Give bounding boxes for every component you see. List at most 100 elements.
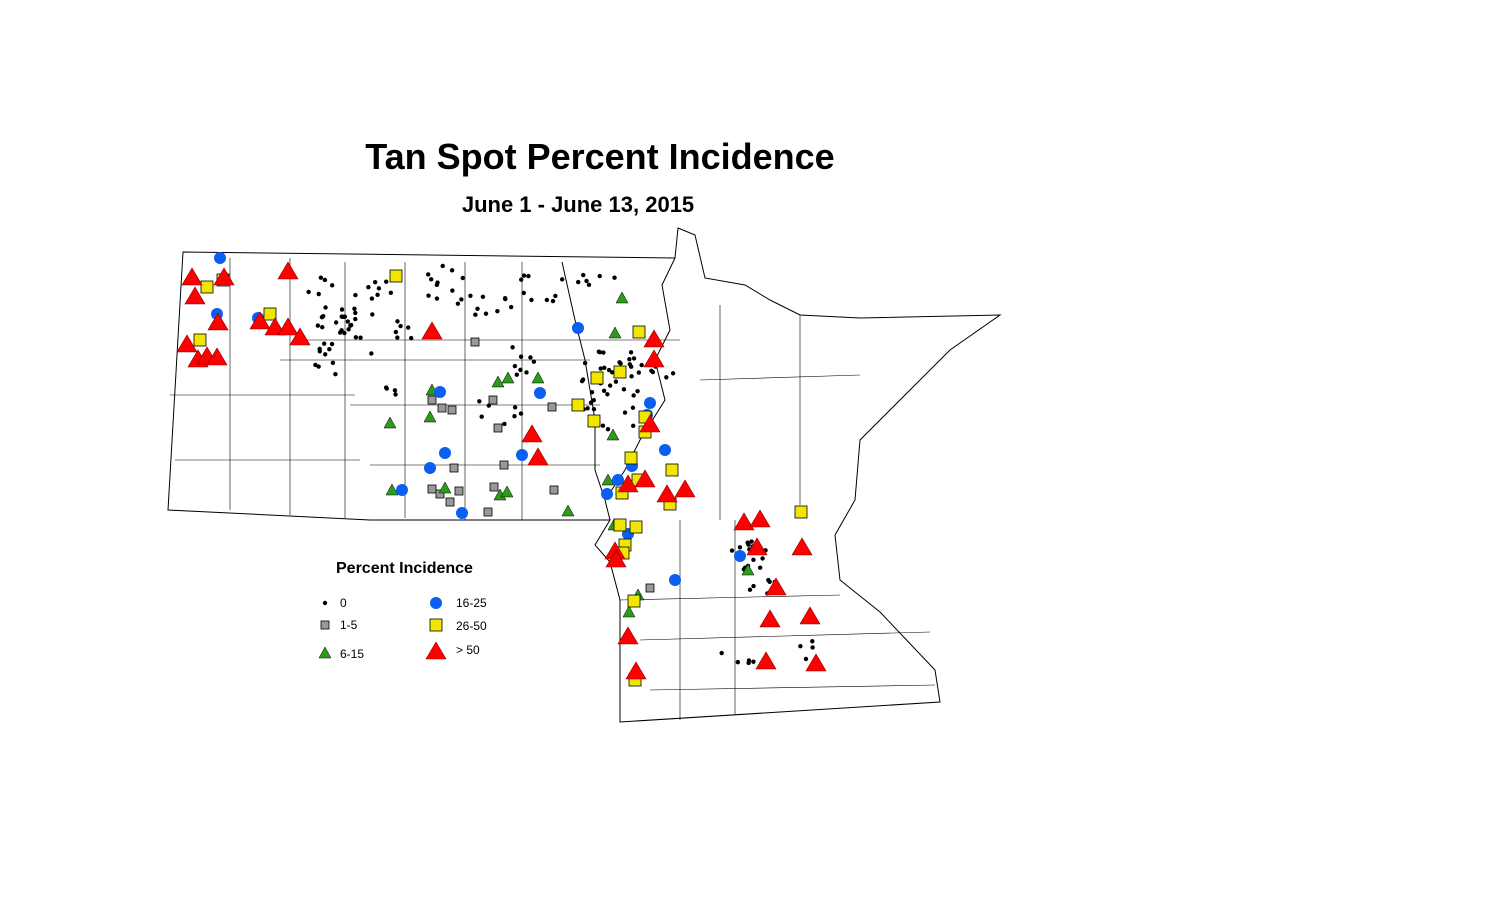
site-zero-marker [586, 282, 592, 287]
site-zero-marker [670, 371, 676, 376]
site-zero-marker [628, 350, 634, 355]
site-zero-marker [510, 345, 515, 350]
site-zero-marker [582, 360, 588, 366]
site-1-5-marker [499, 460, 509, 470]
site-gt50-marker [277, 261, 299, 280]
site-26-50-marker [794, 505, 808, 519]
site-zero-marker [597, 350, 603, 355]
site-zero-marker [627, 357, 632, 362]
site-gt50-marker [617, 474, 639, 493]
site-gt50-marker [181, 267, 203, 286]
site-zero-marker [524, 370, 529, 375]
site-zero-marker [449, 268, 455, 273]
site-zero-marker [346, 327, 351, 332]
site-zero-marker [375, 292, 380, 297]
site-1-5-marker [488, 395, 498, 405]
legend-label-gt50: > 50 [456, 643, 480, 657]
site-zero-marker [479, 414, 484, 419]
site-zero-marker [512, 414, 517, 419]
legend-label-0: 0 [340, 596, 347, 610]
legend-green-triangle-icon [318, 646, 332, 659]
site-16-25-marker [659, 444, 671, 456]
site-zero-marker [495, 308, 500, 314]
site-6-15-marker [383, 416, 397, 429]
state-border [604, 257, 676, 521]
site-zero-marker [518, 367, 523, 373]
site-zero-marker [803, 656, 809, 662]
site-zero-marker [630, 405, 636, 410]
site-zero-marker [353, 292, 358, 298]
site-zero-marker [518, 411, 524, 416]
site-26-50-marker [587, 414, 601, 428]
site-gt50-marker [643, 329, 665, 348]
site-gt50-marker [625, 661, 647, 680]
state-outline [167, 227, 1002, 723]
site-zero-marker [581, 272, 586, 278]
site-zero-marker [598, 366, 603, 371]
site-zero-marker [306, 289, 311, 295]
site-zero-marker [664, 375, 669, 380]
site-6-15-marker [606, 428, 620, 441]
site-gt50-marker [643, 349, 665, 368]
site-gt50-marker [207, 312, 229, 331]
site-1-5-marker [549, 485, 559, 495]
site-26-50-marker [629, 520, 643, 534]
site-16-25-marker [396, 484, 408, 496]
site-gt50-marker [656, 484, 678, 503]
site-zero-marker [329, 283, 335, 288]
site-gt50-marker [805, 653, 827, 672]
site-26-50-marker [632, 325, 646, 339]
site-gt50-marker [733, 512, 755, 531]
site-zero-marker [483, 311, 489, 316]
site-1-5-marker [447, 405, 457, 415]
site-zero-marker [316, 364, 321, 369]
site-gt50-marker [765, 577, 787, 596]
site-zero-marker [426, 293, 431, 298]
site-gt50-marker [634, 469, 656, 488]
legend-red-triangle-icon [425, 641, 447, 660]
site-16-25-marker [439, 447, 451, 459]
site-gt50-marker [527, 447, 549, 466]
site-zero-marker [352, 306, 357, 312]
site-zero-marker [428, 277, 434, 282]
site-gt50-marker [746, 537, 768, 556]
site-26-50-marker [571, 398, 585, 412]
site-zero-marker [559, 277, 565, 282]
site-zero-marker [369, 296, 375, 301]
site-gt50-marker [521, 424, 543, 443]
site-zero-marker [618, 361, 623, 366]
site-zero-marker [512, 405, 518, 410]
site-zero-marker [605, 427, 611, 432]
site-zero-marker [320, 325, 325, 330]
site-16-25-marker [424, 462, 436, 474]
site-zero-marker [317, 349, 322, 354]
site-zero-marker [320, 313, 326, 319]
site-1-5-marker [483, 507, 493, 517]
site-26-50-marker [665, 463, 679, 477]
site-zero-marker [388, 290, 394, 295]
legend-title: Percent Incidence [336, 560, 473, 577]
site-zero-marker [486, 403, 492, 408]
site-26-50-marker [263, 307, 277, 321]
legend-label-26-50: 26-50 [456, 619, 487, 633]
site-1-5-marker [470, 337, 480, 347]
legend-label-1-5: 1-5 [340, 618, 358, 632]
site-gt50-marker [755, 651, 777, 670]
site-16-25-marker [734, 550, 746, 562]
site-zero-marker [502, 421, 507, 427]
site-zero-marker [810, 639, 815, 644]
site-zero-marker [435, 280, 440, 285]
legend-gray-square-icon [320, 620, 330, 630]
site-zero-marker [392, 388, 398, 393]
site-zero-marker [601, 350, 606, 355]
county-line [619, 594, 841, 601]
site-gt50-marker [799, 606, 821, 625]
site-zero-marker [358, 335, 363, 340]
site-zero-marker [636, 370, 642, 375]
site-16-25-marker [456, 507, 468, 519]
site-6-15-marker [615, 291, 629, 304]
site-zero-marker [316, 291, 321, 297]
site-zero-marker [318, 275, 324, 280]
site-zero-marker [760, 556, 765, 561]
site-gt50-marker [289, 327, 311, 346]
